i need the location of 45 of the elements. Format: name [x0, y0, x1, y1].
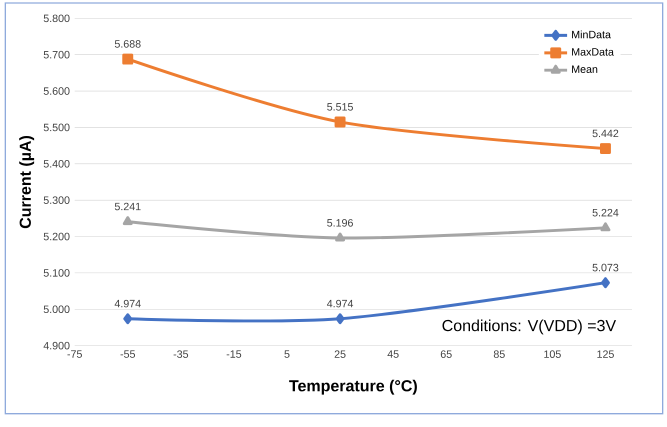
y-axis-title: Current (µA): [19, 136, 34, 228]
point: [122, 216, 133, 226]
data-label: 5.196: [327, 219, 353, 227]
y-tick-label: 5.600: [44, 87, 70, 95]
y-tick-label: 5.300: [44, 196, 70, 204]
x-tick-label: -35: [174, 350, 188, 358]
data-label: 5.515: [327, 103, 353, 111]
data-label: 4.974: [114, 300, 141, 308]
point: [600, 277, 610, 288]
legend-label: Mean: [572, 66, 598, 73]
y-tick-label: 5.700: [44, 50, 70, 58]
data-label: 5.241: [114, 202, 141, 210]
y-tick-label: 4.900: [44, 342, 70, 350]
y-tick-label: 5.000: [44, 306, 70, 314]
y-tick-label: 5.800: [44, 14, 70, 22]
x-tick-label: -15: [226, 350, 242, 358]
legend-label: MinData: [572, 30, 611, 38]
legend-label: MaxData: [572, 48, 614, 56]
point: [600, 222, 610, 232]
x-tick-label: -55: [120, 350, 136, 358]
x-tick-label: 85: [494, 350, 505, 358]
data-label: 5.442: [592, 130, 618, 138]
y-tick-label: 5.100: [44, 269, 70, 277]
data-label: 5.224: [592, 208, 618, 216]
x-tick-label: 25: [334, 350, 346, 358]
x-axis-title: Temperature (°C): [289, 380, 417, 395]
x-tick-label: 45: [387, 350, 399, 358]
x-tick-label: 105: [544, 350, 561, 358]
point: [335, 232, 345, 242]
data-label: 5.073: [592, 264, 618, 272]
point: [334, 116, 346, 128]
y-tick-label: 5.500: [44, 124, 70, 132]
y-tick-label: 5.200: [44, 232, 70, 240]
data-label: 5.688: [114, 40, 141, 48]
y-tick-label: 5.400: [44, 160, 70, 168]
point: [122, 54, 134, 65]
annotation: Conditions: V(VDD) =3V: [442, 319, 616, 334]
x-tick-label: 125: [597, 350, 614, 358]
x-tick-label: -75: [67, 350, 82, 358]
data-label: 4.974: [326, 300, 354, 308]
point: [123, 313, 132, 324]
x-tick-label: 5: [284, 350, 290, 358]
x-tick-label: 65: [440, 350, 452, 358]
point: [336, 313, 345, 324]
point: [600, 143, 611, 154]
